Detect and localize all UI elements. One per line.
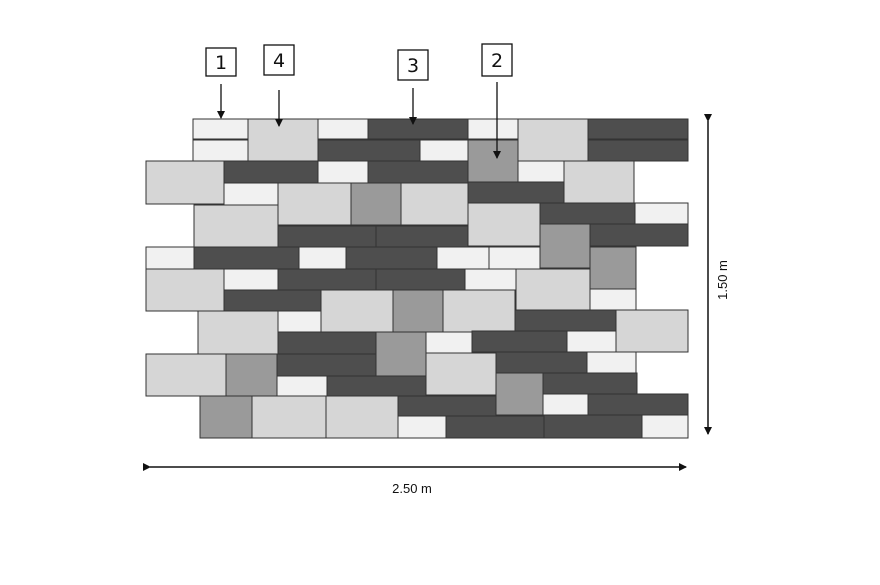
dark-grey-stone xyxy=(495,351,588,374)
white-stone xyxy=(419,139,469,162)
dark-grey-stone xyxy=(514,309,617,332)
dark-grey-stone xyxy=(193,246,300,270)
light-grey-stone xyxy=(442,289,516,333)
white-stone xyxy=(488,246,541,270)
dark-grey-stone xyxy=(223,160,319,184)
white-stone xyxy=(586,351,637,374)
dark-grey-stone xyxy=(345,246,438,270)
height-dimension: 1.50 m xyxy=(704,114,730,435)
light-grey-stone xyxy=(277,182,352,226)
callout-2: 2 xyxy=(481,43,513,159)
white-stone xyxy=(425,331,473,354)
dark-grey-stone xyxy=(539,202,636,225)
dark-grey-stone xyxy=(587,139,689,162)
dark-grey-stone xyxy=(589,223,689,247)
callout-3-number: 3 xyxy=(407,55,419,77)
medium-grey-stone xyxy=(467,139,519,183)
dark-grey-stone xyxy=(375,225,469,248)
light-grey-stone xyxy=(517,118,589,162)
dark-grey-stone xyxy=(277,268,377,291)
light-grey-stone xyxy=(425,352,497,396)
light-grey-stone xyxy=(400,182,469,226)
callouts: 1 4 3 2 xyxy=(205,43,513,159)
dark-grey-stone xyxy=(467,181,565,204)
dark-grey-stone xyxy=(587,393,689,416)
callout-4-number: 4 xyxy=(273,50,285,72)
white-stone xyxy=(192,118,249,140)
white-stone xyxy=(566,330,617,353)
white-stone xyxy=(397,415,447,439)
callout-3-box xyxy=(397,49,429,81)
white-stone xyxy=(589,288,637,311)
white-stone xyxy=(317,160,369,184)
callout-1-box xyxy=(205,47,237,77)
callout-4-box xyxy=(263,44,295,76)
white-stone xyxy=(277,310,322,333)
dark-grey-stone xyxy=(326,375,427,397)
white-stone xyxy=(223,182,279,206)
white-stone xyxy=(223,268,279,291)
light-grey-stone xyxy=(145,160,225,205)
medium-grey-stone xyxy=(392,289,444,333)
white-stone xyxy=(317,118,369,140)
white-stone xyxy=(467,118,519,140)
callout-4: 4 xyxy=(263,44,295,127)
dark-grey-stone xyxy=(587,118,689,140)
dark-grey-stone xyxy=(542,372,638,395)
light-grey-stone xyxy=(251,395,327,439)
white-stone xyxy=(542,393,589,416)
dark-grey-stone xyxy=(277,331,377,355)
white-stone xyxy=(641,414,689,439)
light-grey-stone xyxy=(197,310,279,355)
dark-grey-stone xyxy=(367,118,469,140)
light-grey-stone xyxy=(563,160,635,204)
medium-grey-stone xyxy=(199,395,253,439)
medium-grey-stone xyxy=(589,246,637,290)
white-stone xyxy=(276,375,328,397)
light-grey-stone xyxy=(247,118,319,162)
medium-grey-stone xyxy=(495,372,544,416)
dark-grey-stone xyxy=(543,414,643,439)
dark-grey-stone xyxy=(277,225,377,248)
width-dimension: 2.50 m xyxy=(143,463,687,496)
light-grey-stone xyxy=(325,395,399,439)
dark-grey-stone xyxy=(397,395,497,417)
medium-grey-stone xyxy=(375,331,427,377)
dark-grey-stone xyxy=(445,415,545,439)
wall-stones xyxy=(145,118,689,439)
callout-1-number: 1 xyxy=(215,52,227,74)
dark-grey-stone xyxy=(276,353,377,377)
dark-grey-stone xyxy=(471,330,568,353)
white-stone xyxy=(145,246,195,270)
medium-grey-stone xyxy=(225,353,278,397)
light-grey-stone xyxy=(615,309,689,353)
white-stone xyxy=(436,246,490,270)
dark-grey-stone xyxy=(317,139,421,162)
callout-2-box xyxy=(481,43,513,77)
light-grey-stone xyxy=(193,204,279,248)
white-stone xyxy=(298,246,347,270)
light-grey-stone xyxy=(145,268,225,312)
light-grey-stone xyxy=(145,353,227,397)
white-stone xyxy=(192,139,249,162)
callout-2-number: 2 xyxy=(491,50,503,72)
light-grey-stone xyxy=(467,202,541,247)
light-grey-stone xyxy=(515,268,591,311)
callout-3: 3 xyxy=(397,49,429,125)
light-grey-stone xyxy=(320,289,394,333)
height-dimension-label: 1.50 m xyxy=(715,260,730,300)
width-dimension-label: 2.50 m xyxy=(392,481,432,496)
white-stone xyxy=(517,160,565,183)
medium-grey-stone xyxy=(539,223,591,269)
dark-grey-stone xyxy=(375,268,466,291)
dark-grey-stone xyxy=(367,160,469,184)
medium-grey-stone xyxy=(350,182,402,226)
white-stone xyxy=(634,202,689,225)
white-stone xyxy=(464,268,517,291)
callout-1: 1 xyxy=(205,47,237,119)
dark-grey-stone xyxy=(223,289,322,312)
